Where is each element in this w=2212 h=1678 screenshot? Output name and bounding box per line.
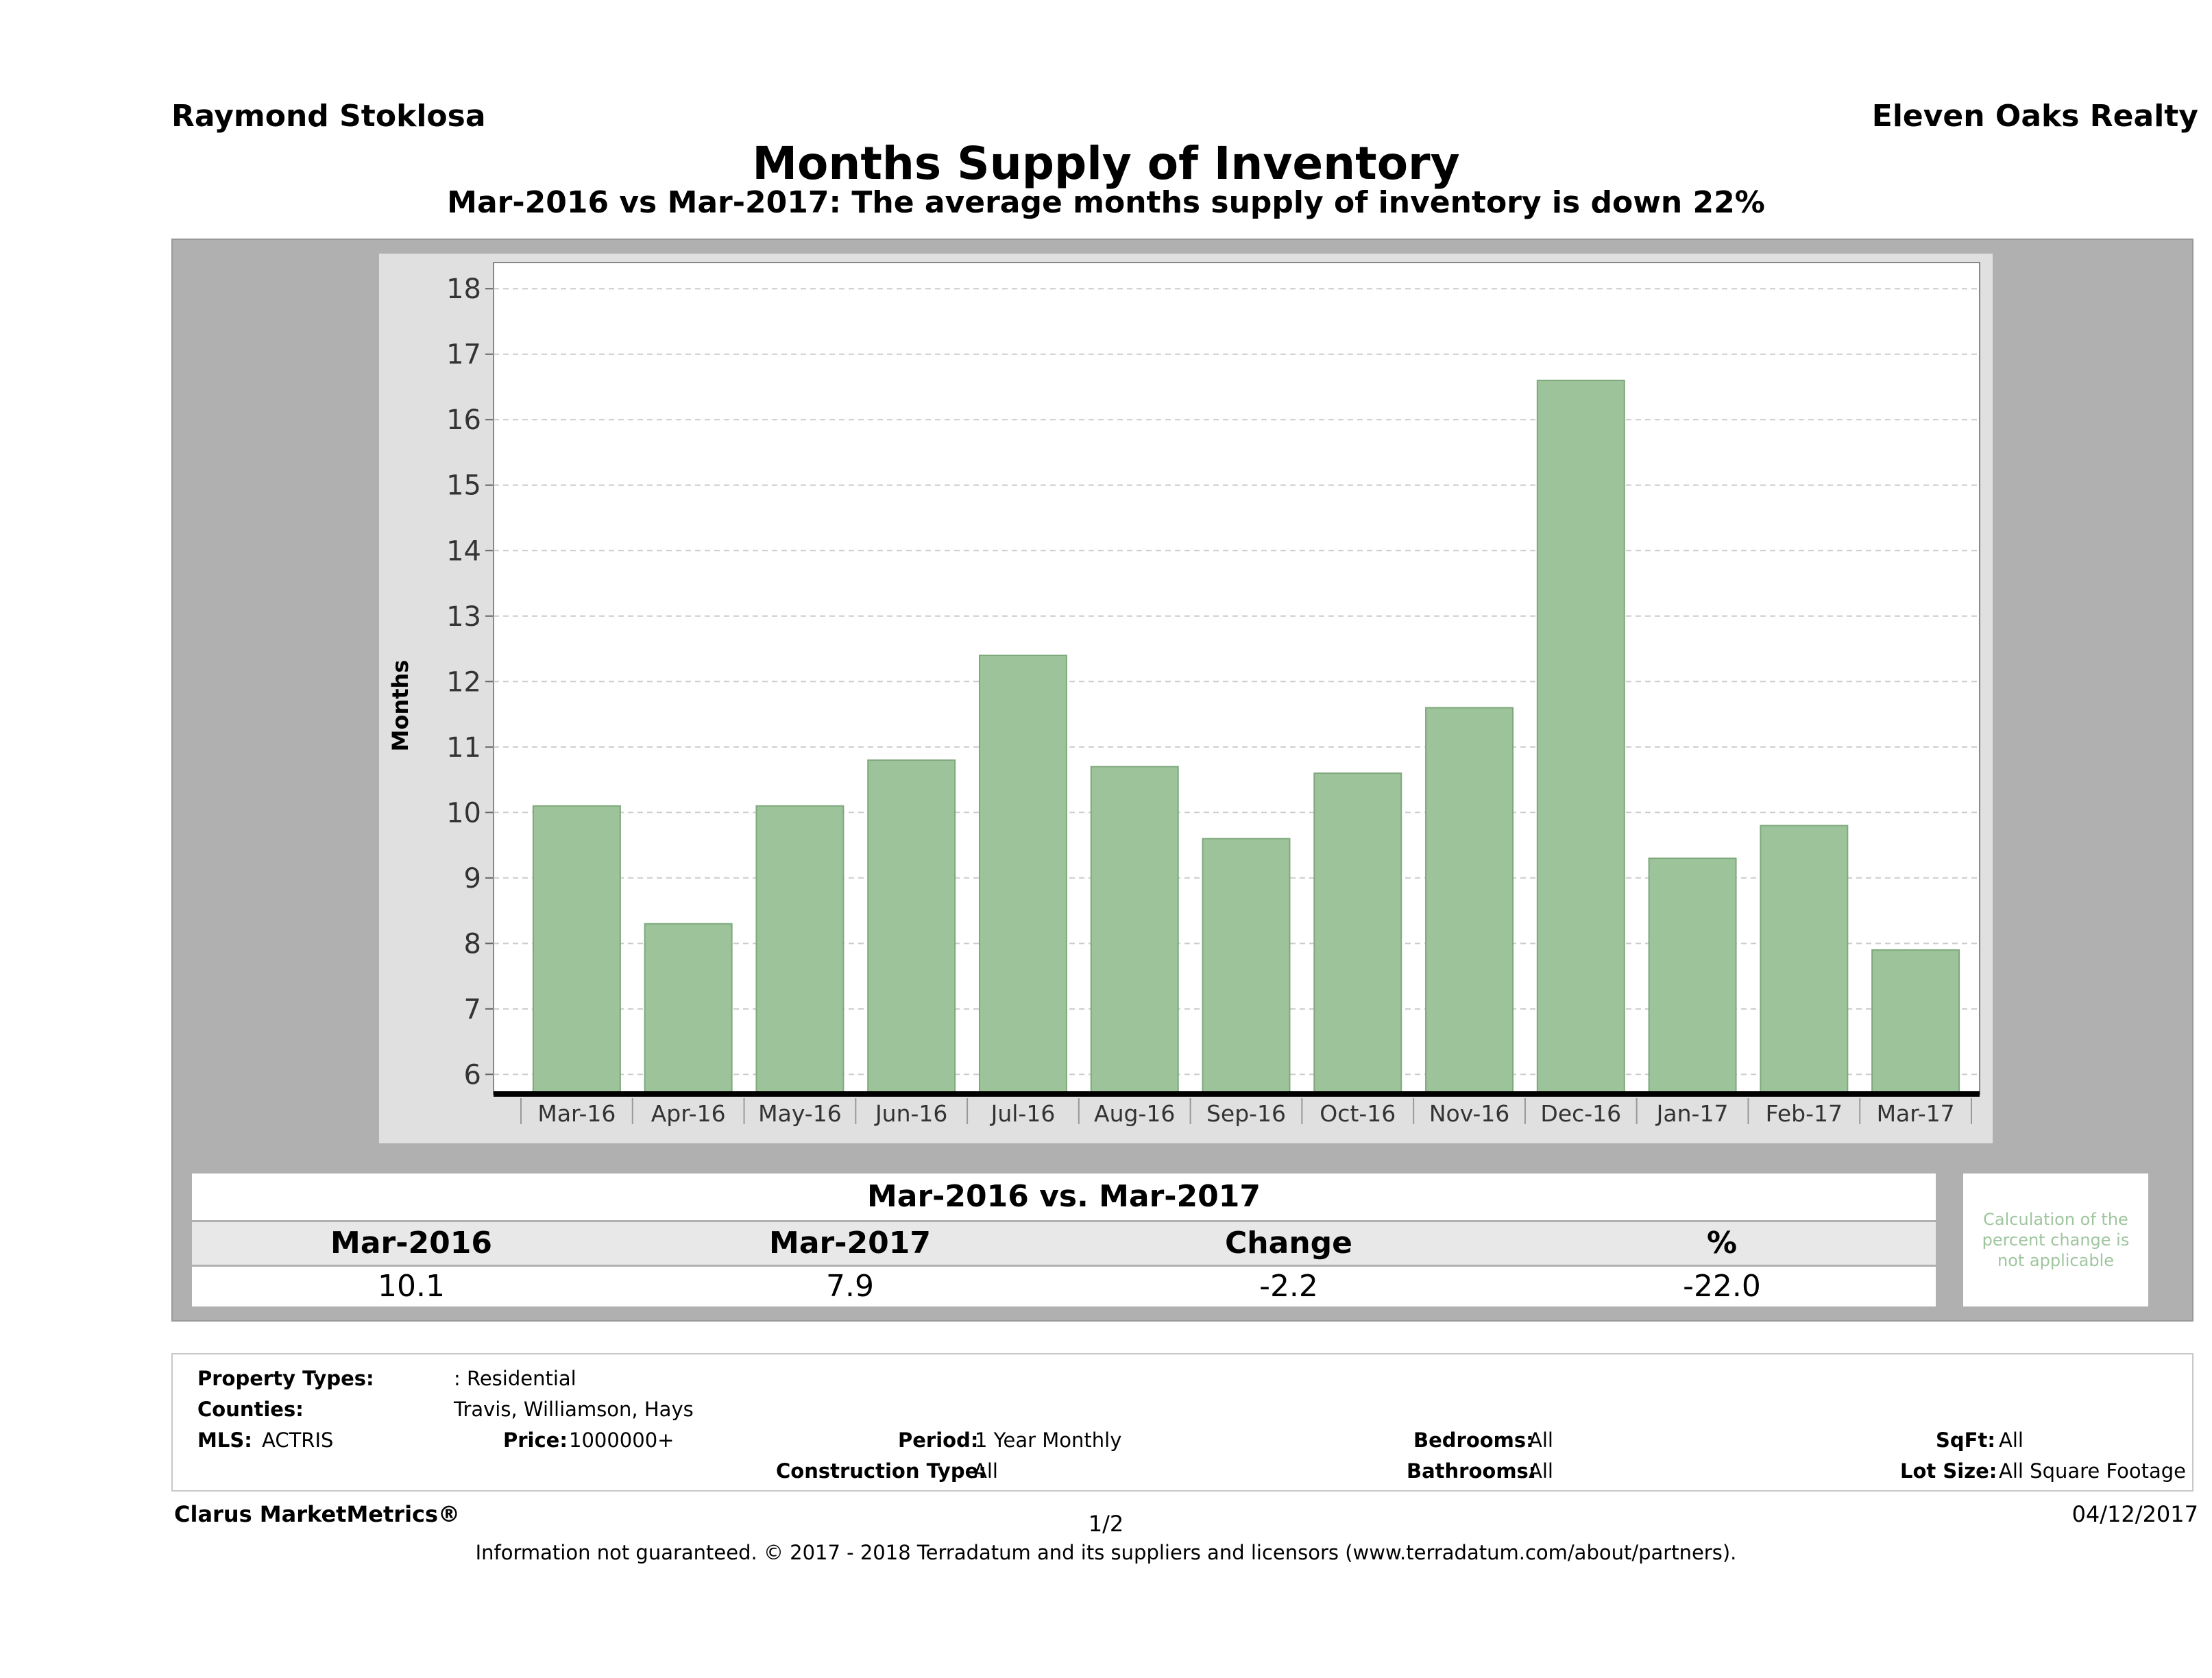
x-tick-label: Mar-16	[537, 1100, 616, 1127]
page-number: 1/2	[1088, 1511, 1124, 1537]
bar	[1760, 825, 1849, 1095]
x-tick-label: May-16	[758, 1100, 842, 1127]
x-tick-label: Apr-16	[651, 1100, 726, 1127]
chart-subtitle: Mar-2016 vs Mar-2017: The average months…	[447, 185, 1765, 220]
price-label: Price:	[503, 1428, 568, 1452]
comparison-header-row: Mar-2016 Mar-2017 Change %	[192, 1222, 1936, 1265]
x-tick-label: Oct-16	[1320, 1100, 1396, 1127]
bedrooms-label: Bedrooms:	[1413, 1428, 1534, 1452]
bar	[1425, 707, 1514, 1095]
company-name: Eleven Oaks Realty	[1871, 99, 2198, 134]
bar	[1202, 838, 1291, 1095]
price-value: 1000000+	[569, 1428, 674, 1452]
y-tick-label: 9	[464, 863, 481, 895]
x-tick-label: Nov-16	[1429, 1100, 1509, 1127]
construction-label: Construction Type:	[776, 1459, 986, 1483]
y-tick-label: 12	[446, 666, 481, 698]
disclaimer: Information not guaranteed. © 2017 - 201…	[475, 1541, 1737, 1564]
bar	[1536, 379, 1625, 1095]
value-percent: -22.0	[1683, 1269, 1761, 1304]
chart-panel: 6 7 8 9 10 11 12 13 14 15 16 17 18 Months Mar-16 Apr-16…	[379, 254, 1993, 1143]
bar	[978, 655, 1067, 1095]
property-types-value: : Residential	[454, 1367, 576, 1390]
property-types-label: Property Types:	[197, 1367, 374, 1390]
header-change: Change	[1225, 1226, 1352, 1261]
value-mar-2016: 10.1	[378, 1269, 445, 1304]
period-value: 1 Year Monthly	[975, 1428, 1122, 1452]
x-tick-label: Jan-17	[1655, 1100, 1729, 1127]
bar	[1313, 772, 1402, 1095]
sqft-value: All	[1999, 1428, 2023, 1452]
period-label: Period:	[898, 1428, 979, 1452]
value-mar-2017: 7.9	[826, 1269, 874, 1304]
brand-footer: Clarus MarketMetrics®	[174, 1501, 461, 1527]
counties-label: Counties:	[197, 1398, 304, 1421]
bathrooms-value: All	[1529, 1459, 1553, 1483]
lot-size-value: All Square Footage	[1999, 1459, 2187, 1483]
bathrooms-label: Bathrooms:	[1407, 1459, 1537, 1483]
x-tick-label: Feb-17	[1766, 1100, 1843, 1127]
bar	[644, 923, 733, 1095]
percent-note: Calculation of the percent change is not…	[1963, 1174, 2148, 1306]
filter-info-box: Property Types: : Residential Counties: …	[171, 1353, 2193, 1492]
agent-name: Raymond Stoklosa	[171, 99, 486, 134]
bar-chart: 6 7 8 9 10 11 12 13 14 15 16 17 18 Months Mar-16 Apr-16…	[387, 262, 1980, 1127]
y-tick-label: 15	[446, 470, 481, 502]
x-tick-label: Aug-16	[1094, 1100, 1175, 1127]
mls-value: ACTRIS	[262, 1428, 334, 1452]
construction-value: All	[973, 1459, 998, 1483]
y-tick-label: 18	[446, 273, 481, 305]
comparison-title: Mar-2016 vs. Mar-2017	[192, 1174, 1936, 1220]
bar	[1090, 766, 1179, 1095]
y-tick-label: 17	[446, 339, 481, 371]
y-tick-label: 7	[464, 994, 481, 1025]
header-percent: %	[1706, 1226, 1738, 1261]
lot-size-label: Lot Size:	[1900, 1459, 1997, 1483]
y-axis-label: Months	[387, 660, 413, 752]
header-mar-2017: Mar-2017	[769, 1226, 931, 1261]
x-tick-label: Jun-16	[874, 1100, 947, 1127]
comparison-value-row: 10.1 7.9 -2.2 -22.0	[192, 1267, 1936, 1306]
y-tick-label: 8	[464, 928, 481, 960]
y-tick-label: 6	[464, 1059, 481, 1091]
bar	[1648, 858, 1737, 1095]
sqft-label: SqFt:	[1936, 1428, 1995, 1452]
x-tick-label: Mar-17	[1877, 1100, 1955, 1127]
y-tick-label: 16	[446, 404, 481, 436]
bar	[532, 805, 621, 1095]
y-tick-label: 13	[446, 601, 481, 633]
x-tick-label: Sep-16	[1206, 1100, 1286, 1127]
bar	[1871, 949, 1960, 1095]
bar	[867, 759, 956, 1095]
y-tick-label: 14	[446, 535, 481, 567]
bar	[755, 805, 844, 1095]
header-mar-2016: Mar-2016	[330, 1226, 492, 1261]
y-tick-label: 10	[446, 797, 481, 829]
percent-note-text: Calculation of the percent change is not…	[1982, 1210, 2130, 1270]
bedrooms-value: All	[1529, 1428, 1553, 1452]
chart-title: Months Supply of Inventory	[752, 137, 1460, 190]
mls-label: MLS:	[197, 1428, 252, 1452]
counties-value: Travis, Williamson, Hays	[454, 1398, 694, 1421]
y-tick-label: 11	[446, 732, 481, 764]
value-change: -2.2	[1259, 1269, 1318, 1304]
x-tick-label: Dec-16	[1540, 1100, 1621, 1127]
report-date: 04/12/2017	[2071, 1501, 2198, 1527]
x-tick-label: Jul-16	[990, 1100, 1056, 1127]
